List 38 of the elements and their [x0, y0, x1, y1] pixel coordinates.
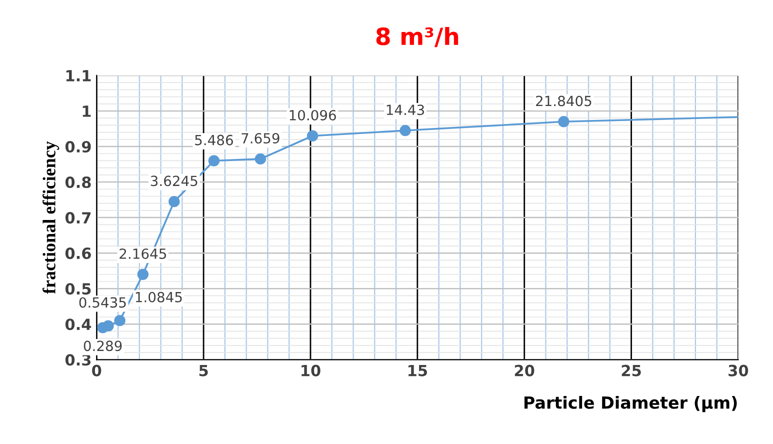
point [102, 320, 114, 332]
y-tick-label: 0.7 [65, 212, 91, 224]
y-tick-label: 0.3 [65, 354, 91, 366]
y-axis-title: fractional efficiency [42, 141, 60, 294]
x-tick-label: 20 [514, 364, 534, 376]
point [254, 153, 266, 165]
annotation: 2.1645 [120, 248, 166, 259]
x-tick-label: 30 [728, 364, 748, 376]
y-tick-label: 0.6 [65, 248, 91, 260]
annotation: 14.43 [386, 104, 424, 116]
point [400, 124, 411, 136]
point [168, 196, 180, 208]
x-tick-label: 10 [302, 364, 320, 376]
point [208, 155, 220, 166]
annotation: 1.0845 [136, 292, 182, 302]
annotation: 10.096 [290, 110, 336, 120]
annotation: 7.659 [242, 133, 280, 144]
y-tick-label: 0.5 [65, 283, 91, 295]
point [306, 130, 318, 142]
point [137, 268, 149, 280]
point [558, 116, 570, 128]
annotation: 0.5435 [79, 297, 126, 308]
x-axis-title: Particle Diameter (µm) [524, 396, 737, 412]
chart-title: 8 m³/h [376, 26, 458, 48]
y-tick-label: 0.4 [65, 318, 92, 330]
x-tick-label: 0 [92, 364, 102, 376]
y-tick-label: 1.1 [66, 70, 91, 82]
x-tick-label: 25 [622, 364, 641, 376]
point [114, 314, 126, 326]
annotation: 21.8405 [536, 96, 592, 106]
y-tick-label: 0.9 [65, 140, 91, 153]
x-tick-label: 5 [199, 364, 208, 376]
y-tick-label: 1 [82, 106, 91, 117]
annotation: 0.289 [84, 340, 122, 352]
annotation: 3.6245 [150, 176, 198, 186]
x-tick-label: 15 [408, 364, 427, 376]
y-tick-label: 0.8 [65, 176, 91, 188]
annotation: 5.486 [195, 134, 233, 146]
